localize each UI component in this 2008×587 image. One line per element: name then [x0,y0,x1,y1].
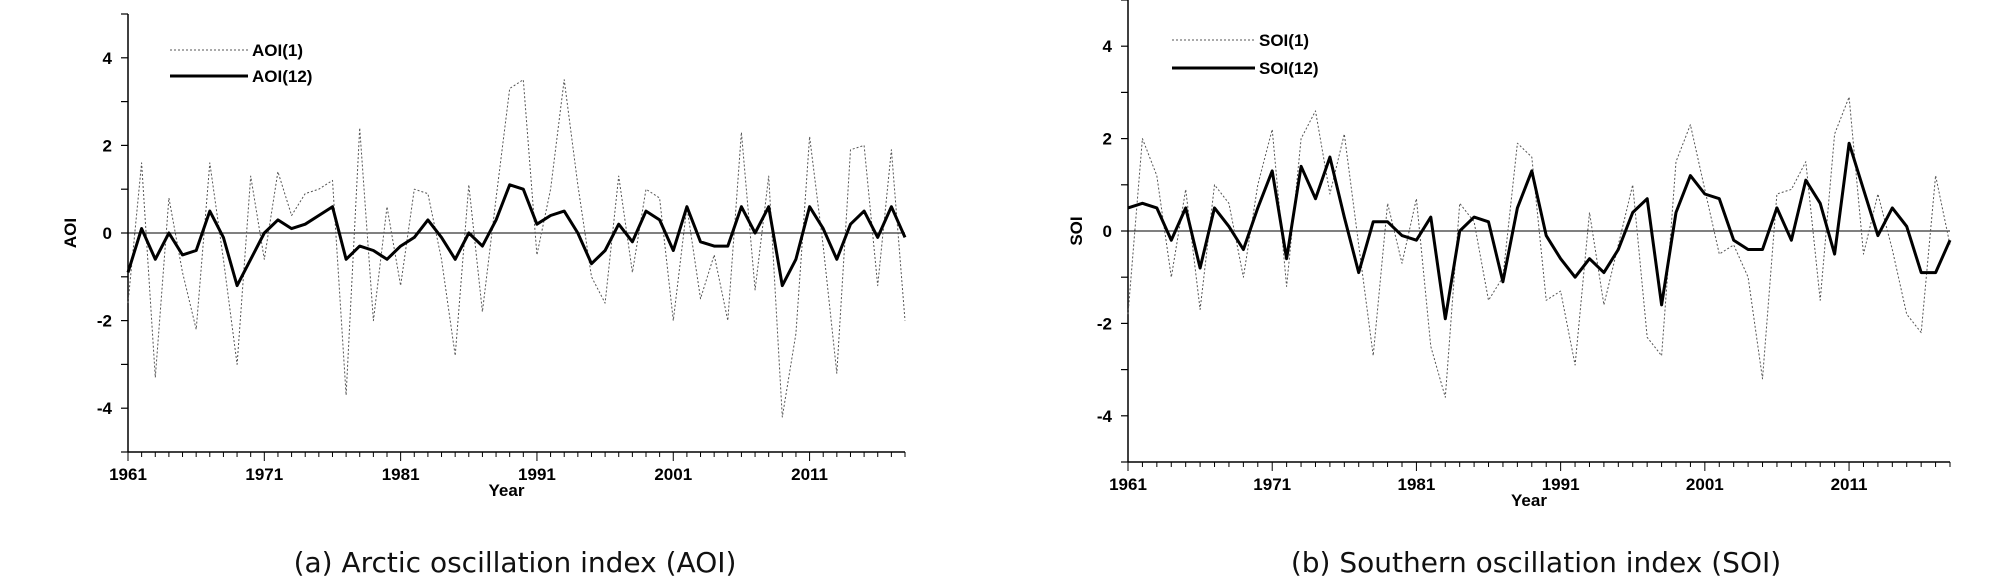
aoi-panel: 4 2 0 -2 -4 1961 1971 1981 1991 2001 2011 Year AOI AO… [61,13,907,579]
soi-xtick-label: 1981 [1398,475,1436,494]
soi-x-axis-label: Year [1511,491,1547,510]
aoi-ytick-label: 4 [103,49,113,68]
soi-series-1-line [1127,96,1951,398]
soi-xtick-label: 2001 [1686,475,1724,494]
soi-caption: (b) Southern oscillation index (SOI) [1291,546,1781,579]
aoi-xtick-label: 1971 [245,465,283,484]
aoi-xtick-label: 2011 [791,465,828,484]
aoi-x-axis-label: Year [489,481,525,500]
soi-panel: 4 2 0 -2 -4 1961 1971 1981 1991 2001 2011 Year SOI SO… [1067,0,1952,579]
soi-ytick-label: -2 [1097,314,1112,333]
soi-xtick-label: 1961 [1109,475,1147,494]
aoi-series-2-line [126,183,907,288]
soi-legend-label-2: SOI(12) [1259,59,1319,78]
aoi-y-axis-label: AOI [61,218,80,248]
soi-xtick-label: 1971 [1253,475,1291,494]
aoi-ytick-label: 0 [103,224,112,243]
soi-ytick-label: 2 [1103,130,1112,149]
soi-y-axis-label: SOI [1067,216,1086,245]
aoi-ytick-label: -4 [97,399,113,418]
aoi-xtick-label: 1961 [109,465,147,484]
aoi-ytick-label: -2 [97,312,112,331]
soi-legend-label-1: SOI(1) [1259,31,1309,50]
aoi-xtick-label: 1981 [382,465,420,484]
aoi-caption: (a) Arctic oscillation index (AOI) [294,546,737,579]
soi-series-2-line [1127,141,1952,321]
aoi-legend-label-1: AOI(1) [252,41,303,60]
aoi-xtick-label: 1991 [518,465,556,484]
aoi-legend-label-2: AOI(12) [252,67,312,86]
soi-xtick-label: 1991 [1542,475,1580,494]
soi-ytick-label: 4 [1103,37,1113,56]
soi-xtick-label: 2011 [1831,475,1868,494]
soi-ytick-label: -4 [1097,407,1113,426]
aoi-ytick-label: 2 [103,136,112,155]
aoi-series-1-line [127,79,906,418]
aoi-xtick-label: 2001 [654,465,692,484]
soi-ytick-label: 0 [1103,222,1112,241]
